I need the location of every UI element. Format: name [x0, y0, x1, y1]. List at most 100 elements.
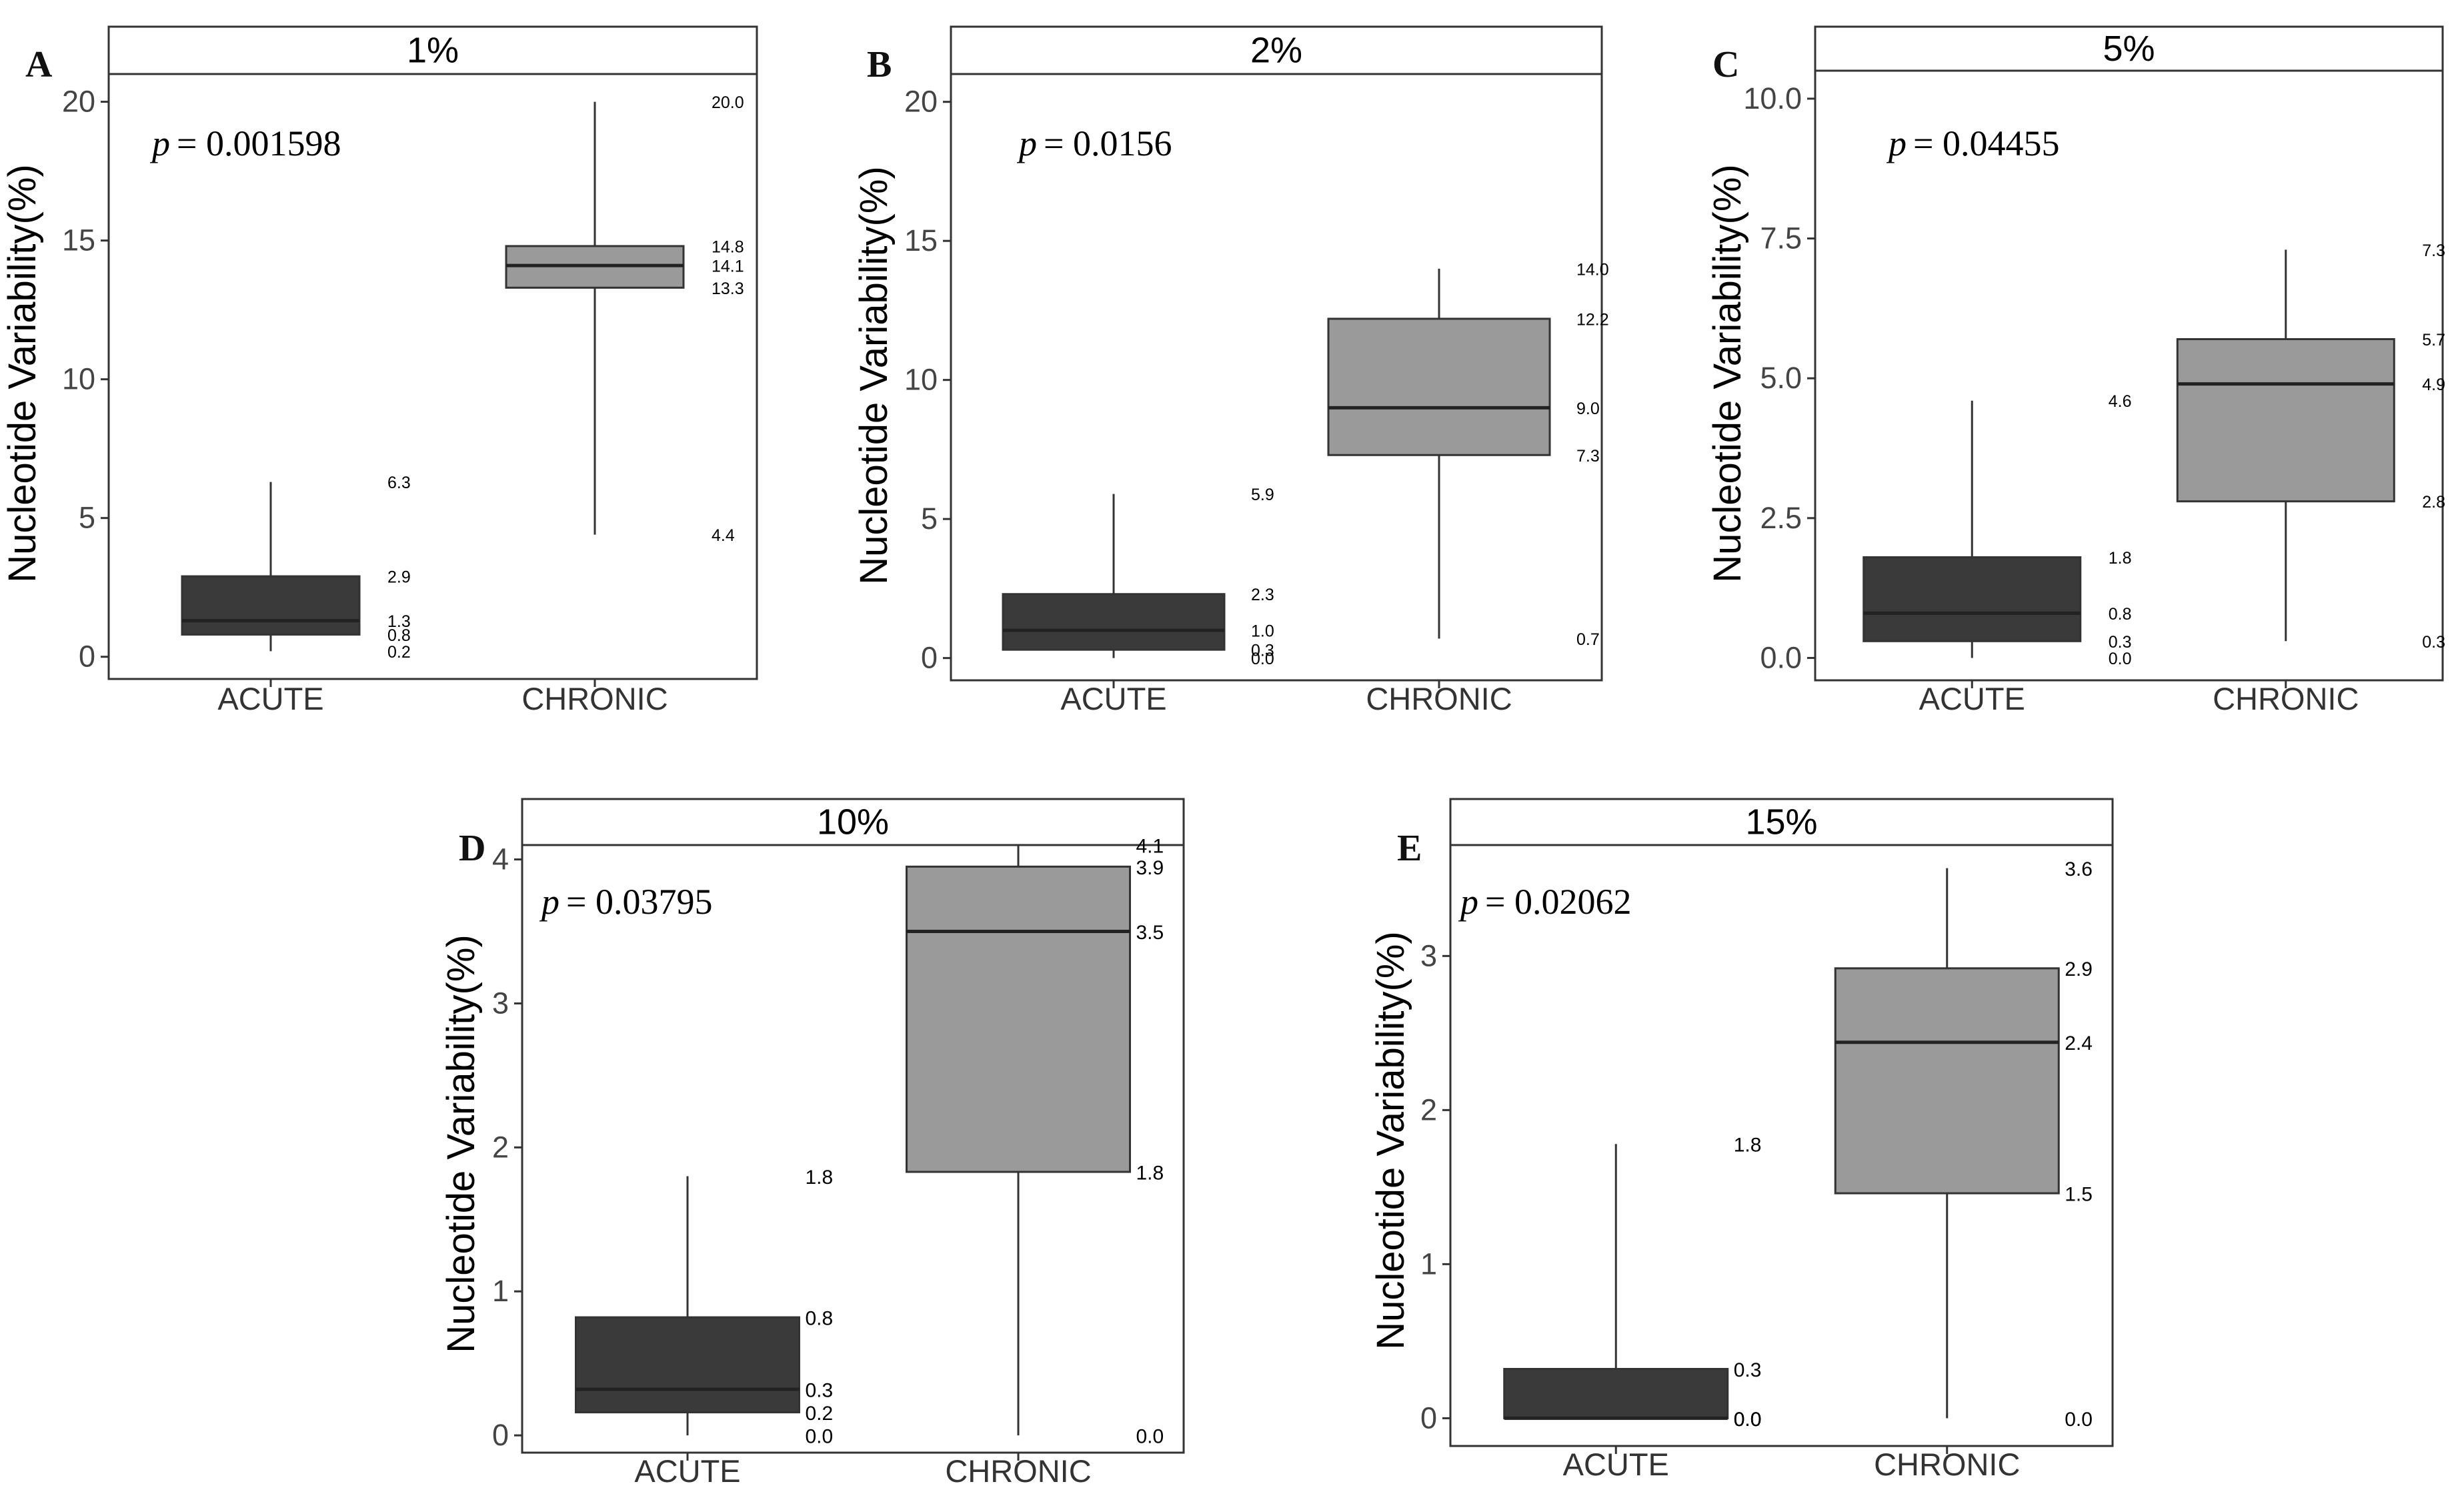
box-body [575, 1316, 800, 1414]
panel-strip-header [107, 25, 758, 75]
y-tick-label: 1 [492, 1274, 509, 1308]
box-acute: 5.9 2.3 1.0 0.30.0 [1002, 486, 1274, 668]
value-label: 5.7 [2422, 331, 2445, 349]
value-label: 6.3 [387, 474, 411, 492]
plot-area-frame [1814, 69, 2444, 682]
panel-b: 2% B 0 5 10 15 20 Nucleotide Variability(%) p = 0… [852, 25, 1609, 716]
y-axis-title: Nucleotide Variability(%) [439, 934, 483, 1353]
value-label: 0.7 [1576, 630, 1600, 649]
value-label: 4.1 [1136, 835, 1164, 857]
value-label: 0.0 [1734, 1409, 1762, 1431]
y-tick-label: 3 [1420, 938, 1437, 972]
plot-area-frame [1449, 844, 2114, 1447]
y-tick-label: 2.5 [1760, 501, 1802, 535]
value-label: 3.6 [2065, 858, 2093, 880]
y-tick-label: 20 [62, 85, 95, 119]
y-tick-label: 0 [921, 641, 938, 675]
value-label: 13.3 [712, 279, 744, 298]
box-body [181, 575, 361, 636]
value-label: 4.9 [2422, 376, 2445, 394]
box-body [1834, 967, 2060, 1195]
p-value-number: = 0.02062 [1485, 882, 1631, 922]
y-tick-label: 0 [1420, 1401, 1437, 1435]
value-label: 4.6 [2109, 392, 2132, 411]
box-chronic: 4.13.9 3.5 1.8 0.0 [906, 835, 1164, 1447]
box-body [1327, 317, 1551, 456]
box-chronic: 14.0 12.2 9.0 7.3 0.7 [1327, 260, 1609, 649]
plot-area-frame [107, 73, 758, 680]
p-value: p = 0.001598 [149, 123, 341, 163]
panel-a: 1% A 0 5 10 15 20 Nucleotide Variability(%) p = 0… [1, 25, 758, 716]
panel-title: 1% [407, 31, 459, 71]
value-label: 0.0 [806, 1425, 834, 1447]
panel-letter: B [867, 44, 892, 85]
y-tick-label: 10 [904, 363, 938, 397]
y-tick-label: 3 [492, 986, 509, 1020]
box-chronic: 3.6 2.9 2.4 1.5 0.0 [1834, 858, 2093, 1431]
value-label: 1.8 [1734, 1135, 1762, 1157]
p-value: p = 0.0156 [1016, 123, 1172, 163]
y-tick-label: 10 [62, 362, 95, 396]
y-tick-label: 2 [1420, 1092, 1437, 1127]
value-label: 0.3 [806, 1379, 834, 1401]
value-label: 2.8 [2422, 493, 2445, 512]
value-label: 1.0 [1251, 622, 1274, 640]
box-body [1503, 1367, 1729, 1419]
box-acute: 1.80.30.00.00.0 [1503, 1135, 1762, 1431]
value-label: 0.3 [2422, 633, 2445, 652]
panel-letter: A [25, 44, 53, 85]
value-label: 0.0 [2065, 1409, 2093, 1431]
panel-d: 10% D 0 1 2 3 4 Nucleotide Variability(%) p = 0.0… [439, 798, 1185, 1489]
y-tick-label: 2 [492, 1130, 509, 1164]
value-label: 9.0 [1576, 400, 1600, 418]
value-label: 5.9 [1251, 486, 1274, 504]
value-label: 14.1 [712, 257, 744, 276]
y-tick-label: 7.5 [1760, 221, 1802, 255]
y-axis-title: Nucleotide Variability(%) [1706, 164, 1749, 583]
value-label: 0.8 [387, 626, 411, 645]
value-label: 7.3 [2422, 241, 2445, 260]
p-value-number: = 0.04455 [1913, 123, 2059, 163]
y-tick-label: 0 [79, 640, 95, 674]
value-label: 1.3 [387, 612, 411, 631]
value-label: 0.0 [1734, 1409, 1762, 1431]
p-value-number: = 0.001598 [177, 123, 341, 163]
y-axis-title: Nucleotide Variability(%) [852, 166, 896, 585]
value-label: 4.4 [712, 526, 735, 545]
p-value-symbol: p [149, 123, 170, 163]
value-label: 0.0 [1734, 1409, 1762, 1431]
value-label: 2.9 [387, 568, 411, 587]
box-acute: 6.3 2.9 1.30.80.2 [181, 474, 411, 662]
value-label: 14.0 [1576, 260, 1609, 279]
y-tick-label: 1 [1420, 1247, 1437, 1281]
value-label: 0.0 [2109, 650, 2132, 668]
y-tick-label: 15 [904, 223, 938, 257]
value-label: 2.4 [2065, 1032, 2093, 1054]
value-label: 0.8 [806, 1307, 834, 1329]
box-body [1863, 556, 2082, 642]
value-label: 1.8 [1136, 1162, 1164, 1184]
value-label: 0.3 [1251, 642, 1274, 660]
y-axis-title: Nucleotide Variability(%) [1, 164, 44, 583]
y-axis-title: Nucleotide Variability(%) [1369, 931, 1412, 1350]
value-label: 0.2 [806, 1403, 834, 1425]
value-label: 2.9 [2065, 958, 2093, 980]
y-tick-label: 15 [62, 223, 95, 257]
plot-area-frame [521, 844, 1185, 1454]
value-label: 3.5 [1136, 922, 1164, 944]
box-body [906, 865, 1131, 1173]
value-label: 2.3 [1251, 586, 1274, 604]
y-tick-label: 4 [492, 842, 509, 876]
y-tick-label: 0 [492, 1418, 509, 1452]
value-label: 0.0 [1136, 1425, 1164, 1447]
box-acute: 1.8 0.8 0.30.20.0 [575, 1167, 834, 1447]
panel-strip-header [1449, 798, 2114, 846]
p-value: p = 0.02062 [1458, 882, 1631, 922]
y-tick-label: 5.0 [1760, 361, 1802, 395]
box-chronic: 20.0 14.814.1 13.3 4.4 [505, 93, 744, 545]
value-label: 1.5 [2065, 1184, 2093, 1206]
value-label: 14.8 [712, 237, 744, 256]
y-tick-label: 0.0 [1760, 640, 1802, 674]
